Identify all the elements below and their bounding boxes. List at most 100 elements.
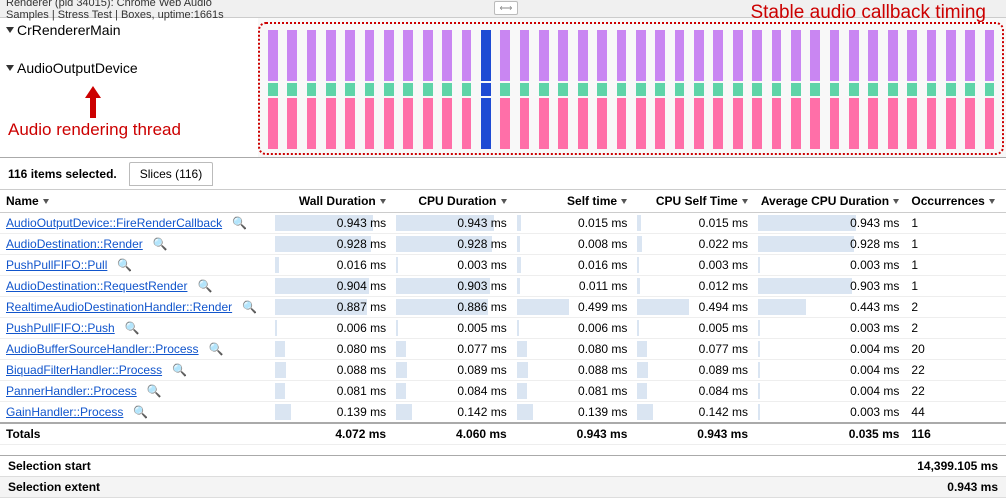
col-occ[interactable]: Occurrences bbox=[905, 190, 1006, 213]
magnifier-icon[interactable]: 🔍 bbox=[125, 321, 140, 335]
timeline-panel[interactable]: ⟷ Stable audio callback timing bbox=[258, 0, 1006, 157]
timeline-slice[interactable] bbox=[303, 30, 320, 149]
timeline-slice[interactable] bbox=[342, 30, 359, 149]
col-wall[interactable]: Wall Duration bbox=[271, 190, 392, 213]
sort-icon bbox=[43, 199, 49, 204]
selection-start-value: 14,399.105 ms bbox=[917, 459, 998, 473]
table-row[interactable]: BiquadFilterHandler::Process🔍0.088 ms0.0… bbox=[0, 360, 1006, 381]
magnifier-icon[interactable]: 🔍 bbox=[153, 237, 168, 251]
magnifier-icon[interactable]: 🔍 bbox=[133, 405, 148, 419]
selection-info: Selection start 14,399.105 ms Selection … bbox=[0, 455, 1006, 498]
col-self[interactable]: Self time bbox=[513, 190, 634, 213]
timeline-slice[interactable] bbox=[845, 30, 862, 149]
table-row[interactable]: PushPullFIFO::Pull🔍0.016 ms0.003 ms0.016… bbox=[0, 255, 1006, 276]
timeline-slice[interactable] bbox=[322, 30, 339, 149]
row-name: AudioDestination::RequestRender🔍 bbox=[0, 276, 271, 297]
table-row[interactable]: AudioDestination::RequestRender🔍0.904 ms… bbox=[0, 276, 1006, 297]
timeline-slice[interactable] bbox=[729, 30, 746, 149]
row-name: BiquadFilterHandler::Process🔍 bbox=[0, 360, 271, 381]
tab-slices[interactable]: Slices (116) bbox=[129, 162, 213, 186]
col-avg[interactable]: Average CPU Duration bbox=[754, 190, 905, 213]
selection-bar: 116 items selected. Slices (116) bbox=[0, 158, 1006, 190]
selection-start-row: Selection start 14,399.105 ms bbox=[0, 456, 1006, 477]
annotation-thread: Audio rendering thread bbox=[8, 120, 181, 140]
timeline-slice[interactable] bbox=[477, 30, 494, 149]
timeline-slice[interactable] bbox=[942, 30, 959, 149]
magnifier-icon[interactable]: 🔍 bbox=[242, 300, 257, 314]
timeline-slice[interactable] bbox=[613, 30, 630, 149]
timeline-slice[interactable] bbox=[652, 30, 669, 149]
timeline-slice[interactable] bbox=[593, 30, 610, 149]
timeline-slice[interactable] bbox=[555, 30, 572, 149]
timeline-slice[interactable] bbox=[768, 30, 785, 149]
selection-start-label: Selection start bbox=[8, 459, 91, 473]
sort-icon bbox=[742, 199, 748, 204]
table-row[interactable]: RealtimeAudioDestinationHandler::Render🔍… bbox=[0, 297, 1006, 318]
table-row[interactable]: AudioDestination::Render🔍0.928 ms0.928 m… bbox=[0, 234, 1006, 255]
timeline-slice[interactable] bbox=[574, 30, 591, 149]
timeline-slice[interactable] bbox=[807, 30, 824, 149]
timeline-slice[interactable] bbox=[361, 30, 378, 149]
row-name: GainHandler::Process🔍 bbox=[0, 402, 271, 424]
timeline-slice[interactable] bbox=[787, 30, 804, 149]
table-row[interactable]: PushPullFIFO::Push🔍0.006 ms0.005 ms0.006… bbox=[0, 318, 1006, 339]
timeline-slice[interactable] bbox=[748, 30, 765, 149]
timeline-slice[interactable] bbox=[283, 30, 300, 149]
selection-extent-row: Selection extent 0.943 ms bbox=[0, 477, 1006, 498]
table-row[interactable]: AudioOutputDevice::FireRenderCallback🔍0.… bbox=[0, 213, 1006, 234]
magnifier-icon[interactable]: 🔍 bbox=[209, 342, 224, 356]
timeline-slice[interactable] bbox=[671, 30, 688, 149]
expand-icon bbox=[6, 27, 14, 33]
timeline-slice[interactable] bbox=[690, 30, 707, 149]
sort-icon bbox=[989, 199, 995, 204]
timeline-slice[interactable] bbox=[632, 30, 649, 149]
timeline-slice[interactable] bbox=[962, 30, 979, 149]
thread-audio[interactable]: AudioOutputDevice bbox=[0, 42, 258, 80]
thread-label: CrRendererMain bbox=[17, 22, 120, 38]
table-row[interactable]: PannerHandler::Process🔍0.081 ms0.084 ms0… bbox=[0, 381, 1006, 402]
timeline-bars[interactable] bbox=[264, 30, 998, 149]
magnifier-icon[interactable]: 🔍 bbox=[172, 363, 187, 377]
timeline-slice[interactable] bbox=[380, 30, 397, 149]
thread-renderer[interactable]: CrRendererMain bbox=[0, 18, 258, 42]
table-row[interactable]: AudioBufferSourceHandler::Process🔍0.080 … bbox=[0, 339, 1006, 360]
timeline-slice[interactable] bbox=[923, 30, 940, 149]
timeline-slice[interactable] bbox=[981, 30, 998, 149]
timeline-slice[interactable] bbox=[535, 30, 552, 149]
magnifier-icon[interactable]: 🔍 bbox=[197, 279, 212, 293]
expand-icon bbox=[6, 65, 14, 71]
sort-icon bbox=[501, 199, 507, 204]
thread-panel: Renderer (pid 34015): Chrome Web Audio S… bbox=[0, 0, 258, 157]
timeline-slice[interactable] bbox=[497, 30, 514, 149]
row-name: AudioBufferSourceHandler::Process🔍 bbox=[0, 339, 271, 360]
timeline-slice[interactable] bbox=[865, 30, 882, 149]
timeline-slice[interactable] bbox=[826, 30, 843, 149]
sort-icon bbox=[893, 199, 899, 204]
row-name: PushPullFIFO::Push🔍 bbox=[0, 318, 271, 339]
timeline-slice[interactable] bbox=[710, 30, 727, 149]
timeline-slice[interactable] bbox=[419, 30, 436, 149]
sort-icon bbox=[380, 199, 386, 204]
col-cpuself[interactable]: CPU Self Time bbox=[633, 190, 754, 213]
magnifier-icon[interactable]: 🔍 bbox=[147, 384, 162, 398]
drag-handle-icon[interactable]: ⟷ bbox=[494, 1, 518, 15]
table-row[interactable]: GainHandler::Process🔍0.139 ms0.142 ms0.1… bbox=[0, 402, 1006, 424]
timeline-slice[interactable] bbox=[264, 30, 281, 149]
timeline-slice[interactable] bbox=[903, 30, 920, 149]
selection-count: 116 items selected. bbox=[8, 167, 117, 181]
totals-row: Totals4.072 ms4.060 ms0.943 ms0.943 ms0.… bbox=[0, 423, 1006, 445]
row-name: AudioOutputDevice::FireRenderCallback🔍 bbox=[0, 213, 271, 234]
row-name: PushPullFIFO::Pull🔍 bbox=[0, 255, 271, 276]
timeline-slice[interactable] bbox=[400, 30, 417, 149]
col-cpu[interactable]: CPU Duration bbox=[392, 190, 513, 213]
thread-label: AudioOutputDevice bbox=[17, 60, 138, 76]
magnifier-icon[interactable]: 🔍 bbox=[232, 216, 247, 230]
col-name[interactable]: Name bbox=[0, 190, 271, 213]
timeline-slice[interactable] bbox=[516, 30, 533, 149]
magnifier-icon[interactable]: 🔍 bbox=[117, 258, 132, 272]
timeline-slice[interactable] bbox=[884, 30, 901, 149]
sort-icon bbox=[621, 199, 627, 204]
timeline-slice[interactable] bbox=[458, 30, 475, 149]
selection-extent-value: 0.943 ms bbox=[947, 480, 998, 494]
timeline-slice[interactable] bbox=[438, 30, 455, 149]
